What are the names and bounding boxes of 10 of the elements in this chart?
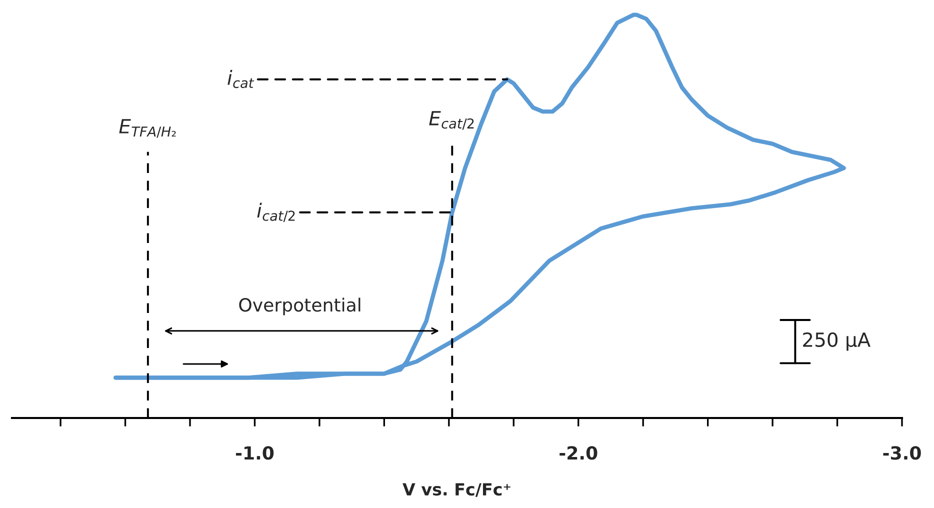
ref-line-label: E$_{cat/2}$: [429, 111, 474, 130]
ref-line-label: E$_{TFA/H₂}$: [119, 119, 176, 138]
x-axis-title: V vs. Fc/Fc⁺: [402, 483, 510, 497]
x-tick-label: -3.0: [883, 446, 921, 460]
annotation: i$_{cat}$: [228, 70, 254, 88]
x-tick-label: -2.0: [560, 446, 598, 460]
annotation: 250 µA: [803, 332, 870, 351]
annotation: Overpotential: [239, 298, 360, 316]
x-tick-label: -1.0: [236, 446, 274, 460]
annotation: i$_{cat/2}$: [257, 202, 295, 222]
